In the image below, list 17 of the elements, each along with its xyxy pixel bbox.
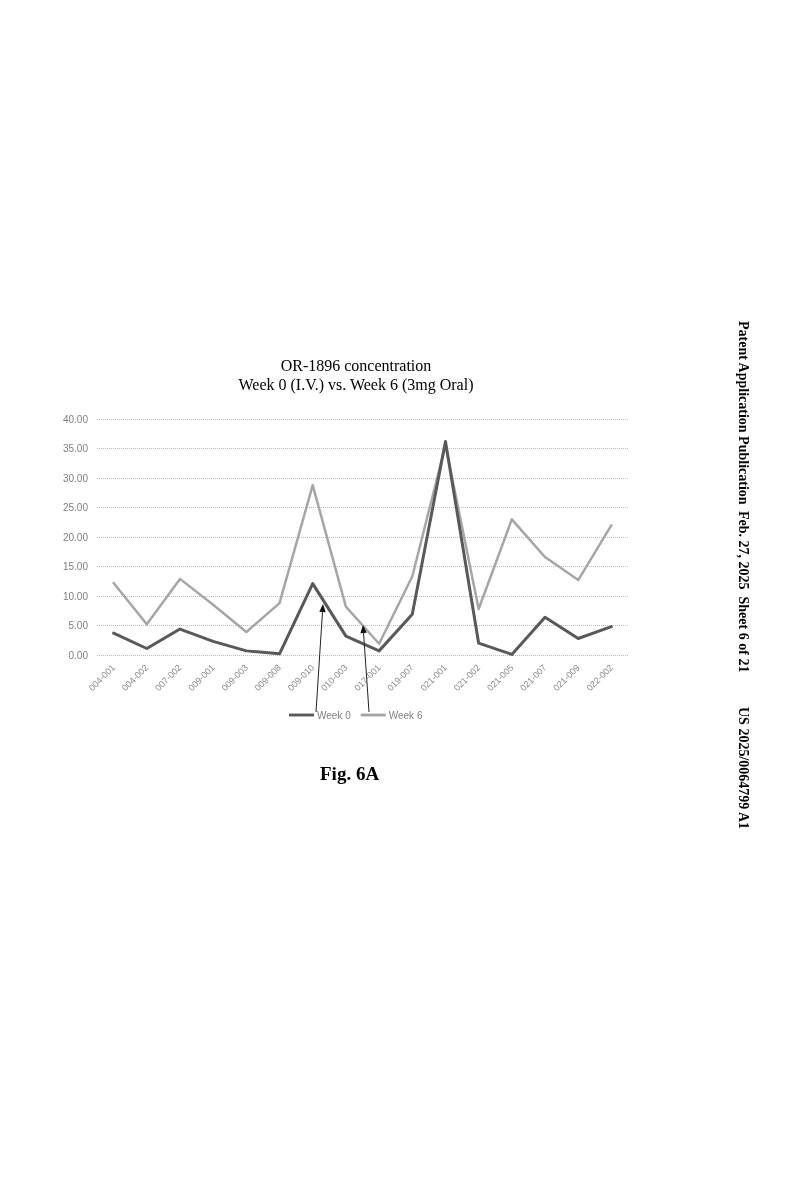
y-tick-label: 15.00 <box>62 561 89 572</box>
y-tick-label: 10.00 <box>62 590 89 602</box>
legend-label: Week 0 <box>317 709 352 721</box>
caption: Fig. 6A <box>320 763 380 784</box>
y-tick-label: 25.00 <box>62 502 89 513</box>
chart-title: OR-1896 concentration <box>280 356 432 374</box>
y-tick-label: 0.00 <box>68 649 89 661</box>
y-tick-label: 40.00 <box>62 413 89 425</box>
y-tick-label: 20.00 <box>62 531 89 543</box>
legend-label: Week 6 <box>388 709 423 721</box>
text: US 2025/0064799 A1 <box>735 707 751 830</box>
text: Patent Application Publication <box>735 321 751 505</box>
chart-subtitle: Week 0 (I.V.) vs. Week 6 (3mg Oral) <box>238 375 474 394</box>
y-tick-label: 35.00 <box>62 443 89 454</box>
text: Feb. 27, 2025 Sheet 6 of 21 <box>735 511 751 673</box>
y-tick-label: 30.00 <box>62 472 89 484</box>
y-tick-label: 5.00 <box>68 620 89 631</box>
